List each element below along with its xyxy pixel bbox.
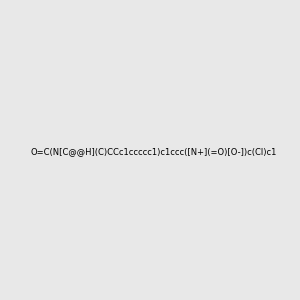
Text: O=C(N[C@@H](C)CCc1ccccc1)c1ccc([N+](=O)[O-])c(Cl)c1: O=C(N[C@@H](C)CCc1ccccc1)c1ccc([N+](=O)[… bbox=[31, 147, 277, 156]
